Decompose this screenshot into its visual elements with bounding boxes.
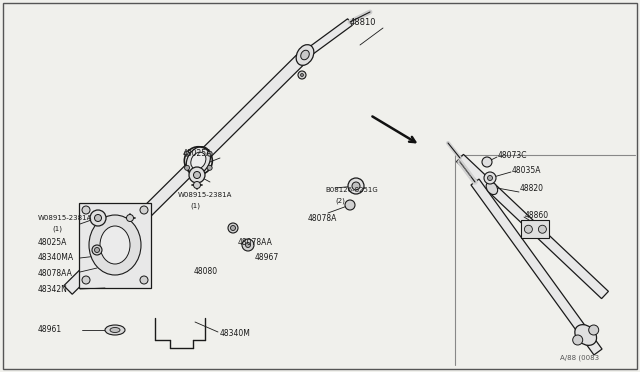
Ellipse shape [100,226,130,264]
Text: W08915-2381A: W08915-2381A [38,215,92,221]
Circle shape [589,325,598,335]
Circle shape [140,206,148,214]
Text: W08915-2381A: W08915-2381A [178,192,232,198]
Circle shape [348,178,364,194]
Polygon shape [471,179,602,355]
Circle shape [298,71,306,79]
Circle shape [228,223,238,233]
Circle shape [573,335,582,345]
Circle shape [488,176,493,180]
Text: 48025A: 48025A [183,148,212,157]
Text: (1): (1) [52,226,62,232]
Text: 48810: 48810 [350,17,376,26]
Circle shape [184,151,189,156]
Circle shape [345,200,355,210]
Circle shape [193,182,200,189]
Ellipse shape [89,215,141,275]
Circle shape [242,239,254,251]
Bar [522,220,549,238]
Circle shape [193,171,200,179]
Text: 48078AA: 48078AA [38,269,73,278]
Circle shape [140,276,148,284]
Ellipse shape [105,325,125,335]
Ellipse shape [296,45,314,65]
Polygon shape [64,51,309,294]
Circle shape [127,215,134,221]
Polygon shape [303,19,353,58]
Text: 48340MA: 48340MA [38,253,74,263]
Ellipse shape [191,152,206,169]
Text: 48078A: 48078A [308,214,337,222]
Circle shape [246,243,250,247]
Circle shape [82,206,90,214]
Text: A/88 (0083: A/88 (0083 [560,355,599,361]
Text: 48073C: 48073C [498,151,527,160]
Ellipse shape [486,182,498,195]
Circle shape [207,151,212,156]
Circle shape [301,74,303,77]
Ellipse shape [301,50,309,60]
Circle shape [90,210,106,226]
Circle shape [207,165,212,170]
Ellipse shape [575,325,596,345]
Text: 48078AA: 48078AA [238,237,273,247]
Circle shape [92,245,102,255]
Text: 48035A: 48035A [512,166,541,174]
Circle shape [482,157,492,167]
Circle shape [484,172,496,184]
Ellipse shape [110,327,120,333]
Circle shape [184,165,189,170]
Text: 48967: 48967 [255,253,279,263]
Circle shape [352,182,360,190]
Text: (2): (2) [335,198,345,204]
Bar [79,203,151,288]
Text: 48340M: 48340M [220,330,251,339]
Circle shape [538,225,547,233]
Circle shape [189,167,205,183]
Polygon shape [456,154,609,299]
Circle shape [230,225,236,231]
Ellipse shape [186,147,211,175]
Text: 48080: 48080 [194,267,218,276]
Circle shape [95,247,99,253]
Text: 48961: 48961 [38,326,62,334]
Text: B08126-8251G: B08126-8251G [325,187,378,193]
Text: 48025A: 48025A [38,237,67,247]
Circle shape [524,225,532,233]
Text: 48820: 48820 [520,183,544,192]
Circle shape [82,276,90,284]
Text: (1): (1) [190,203,200,209]
Text: 48860: 48860 [525,211,549,219]
Text: 48342N: 48342N [38,285,68,295]
Circle shape [95,215,102,221]
